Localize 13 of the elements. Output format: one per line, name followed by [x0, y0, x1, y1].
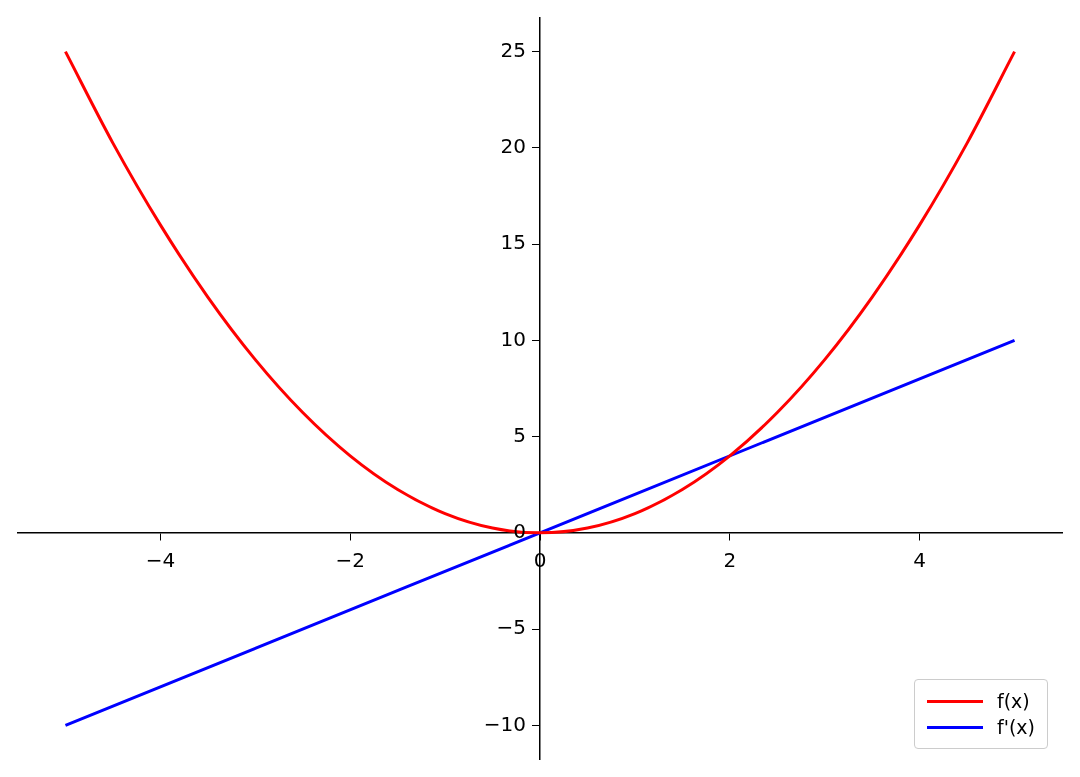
y-tick-label: 15: [500, 230, 526, 255]
legend-label: f'(x): [997, 716, 1035, 738]
y-tick-label: −10: [483, 711, 526, 736]
x-tick-label: −2: [335, 548, 365, 573]
y-tick-label: 20: [500, 134, 526, 159]
y-tick-label: −5: [496, 615, 526, 640]
legend-label: f(x): [997, 690, 1030, 712]
x-tick-label: −4: [145, 548, 176, 573]
y-tick-label: 25: [500, 37, 526, 62]
y-tick-label: 10: [500, 326, 526, 351]
y-tick-label: 5: [513, 422, 526, 447]
x-tick-label: 2: [723, 548, 737, 573]
x-tick-label: 4: [913, 548, 926, 573]
